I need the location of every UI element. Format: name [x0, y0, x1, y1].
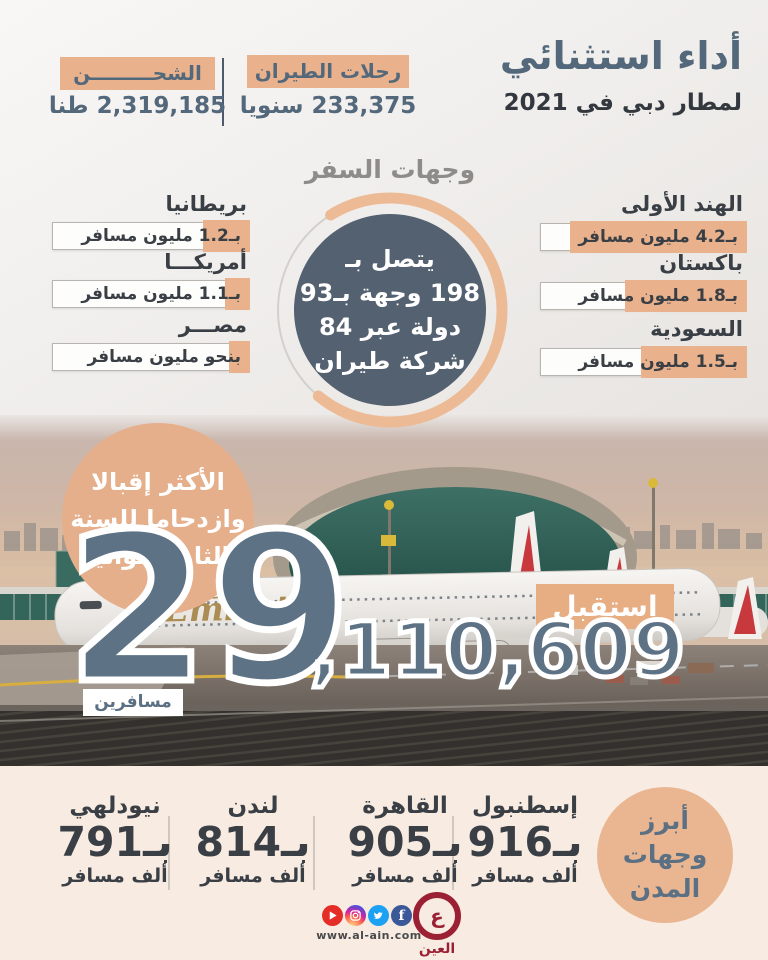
cargo-stat-value: 2,319,185 طنا: [48, 93, 227, 119]
city-cairo: القاهرة بـ905 ألف مسافر: [345, 792, 465, 888]
social-icons-row: f: [322, 905, 412, 926]
page-title: أداء استثنائي: [499, 34, 742, 78]
light-poles: [381, 478, 658, 595]
page-subtitle: لمطار دبي في 2021: [503, 90, 742, 116]
country-label-egypt: مصـــر: [178, 313, 247, 337]
country-value-egypt: بنحو مليون مسافر: [87, 347, 241, 367]
country-label-britain: بريطانيا: [165, 192, 247, 216]
header-divider: [222, 58, 224, 126]
city-unit: ألف مسافر: [472, 865, 578, 887]
cargo-stat-label: الشحـــــــــن: [60, 57, 215, 90]
website-url[interactable]: www.al-ain.com: [316, 929, 422, 942]
city-value: بـ791: [57, 818, 173, 866]
city-name: إسطنبول: [471, 793, 579, 819]
bar-fill: [228, 341, 250, 373]
country-label-india: الهند الأولى: [621, 192, 743, 216]
twitter-icon[interactable]: [368, 905, 389, 926]
badge-line-2: وازدحاما للسنة: [70, 504, 246, 533]
cities-badge-line-2: المدن: [629, 874, 701, 903]
city-divider: [452, 816, 454, 890]
plane-brand-arabic: الإمارات: [209, 586, 261, 602]
bar-fill: [224, 278, 250, 310]
country-bar-saudi: بـ1.5 مليون مسافر: [540, 346, 747, 378]
country-value-britain: بـ1.2 مليون مسافر: [81, 226, 241, 246]
badge-line-1: الأكثر إقبالا: [91, 467, 225, 496]
foreground-apron: [0, 696, 768, 766]
city-newdelhi: نيودلهي بـ791 ألف مسافر: [55, 792, 175, 888]
city-name: نيودلهي: [69, 793, 161, 819]
circle-line-4: شركة طيران: [314, 347, 466, 375]
circle-line-1: يتصل بـ: [345, 245, 435, 273]
country-value-america: بـ1.1 مليون مسافر: [81, 284, 241, 304]
youtube-icon[interactable]: [322, 905, 343, 926]
cities-badge-line-1: أبرز وجهات: [622, 806, 708, 869]
city-divider: [313, 816, 315, 890]
city-value: بـ905: [347, 818, 463, 866]
passengers-label: مسافرين: [83, 689, 183, 716]
emirates-tail-right: [728, 577, 762, 639]
country-label-america: أمريكـــا: [164, 250, 247, 274]
bar-fill: [641, 346, 747, 378]
bar-fill: [625, 280, 747, 312]
destinations-circle-text: يتصل بـ 198 وجهة بـ93 دولة عبر 84 شركة ط…: [300, 242, 480, 378]
instagram-icon[interactable]: [345, 905, 366, 926]
city-name: القاهرة: [362, 793, 448, 819]
destinations-heading: وجهات السفر: [304, 155, 476, 184]
city-value: بـ814: [195, 818, 311, 866]
country-bar-america: بـ1.1 مليون مسافر: [52, 278, 250, 310]
country-bar-pakistan: بـ1.8 مليون مسافر: [540, 280, 747, 312]
flights-stat-label: رحلات الطيران: [247, 55, 409, 88]
ground-vehicles: [556, 661, 714, 685]
city-unit: ألف مسافر: [352, 865, 458, 887]
passenger-count-rest: ,110,609: [307, 605, 687, 694]
destinations-donut-ring: [272, 192, 508, 428]
country-label-pakistan: باكستان: [659, 251, 743, 275]
country-value-pakistan: بـ1.8 مليون مسافر: [578, 286, 738, 306]
city-london: لندن بـ814 ألف مسافر: [193, 792, 313, 888]
city-name: لندن: [227, 793, 279, 819]
city-unit: ألف مسافر: [200, 865, 306, 887]
destinations-circle: يتصل بـ 198 وجهة بـ93 دولة عبر 84 شركة ط…: [294, 214, 486, 406]
top-cities-badge-text: أبرز وجهات المدن: [597, 804, 733, 906]
top-cities-badge: أبرز وجهات المدن: [597, 787, 733, 923]
alain-logo-icon: ع: [413, 892, 461, 940]
country-bar-britain: بـ1.2 مليون مسافر: [52, 220, 250, 252]
country-bar-egypt: بنحو مليون مسافر: [52, 341, 250, 373]
bar-fill: [570, 221, 747, 253]
country-value-saudi: بـ1.5 مليون مسافر: [578, 352, 738, 372]
city-value: بـ916: [467, 818, 583, 866]
city-istanbul: إسطنبول بـ916 ألف مسافر: [465, 792, 585, 888]
most-popular-badge: الأكثر إقبالا وازدحاما للسنة الثامنة توا…: [62, 423, 254, 615]
flights-stat-value: 233,375 سنويا: [239, 93, 417, 119]
circle-line-2: 198 وجهة بـ93: [299, 279, 481, 307]
facebook-icon[interactable]: f: [391, 905, 412, 926]
alain-logo-text: العين: [418, 941, 456, 957]
city-divider: [168, 816, 170, 890]
passenger-count-millions: 29: [62, 491, 354, 729]
city-unit: ألف مسافر: [62, 865, 168, 887]
country-bar-india: بـ4.2 مليون مسافر: [540, 221, 747, 253]
received-label: استقبل: [536, 584, 674, 629]
alain-logo[interactable]: ع العين: [411, 892, 463, 957]
bar-fill: [203, 220, 250, 252]
badge-line-3: الثامنة تواليا: [86, 541, 230, 570]
circle-line-3: دولة عبر 84: [318, 313, 462, 341]
country-label-saudi: السعودية: [650, 317, 743, 341]
country-value-india: بـ4.2 مليون مسافر: [578, 227, 738, 247]
badge-text: الأكثر إقبالا وازدحاما للسنة الثامنة توا…: [70, 464, 245, 575]
